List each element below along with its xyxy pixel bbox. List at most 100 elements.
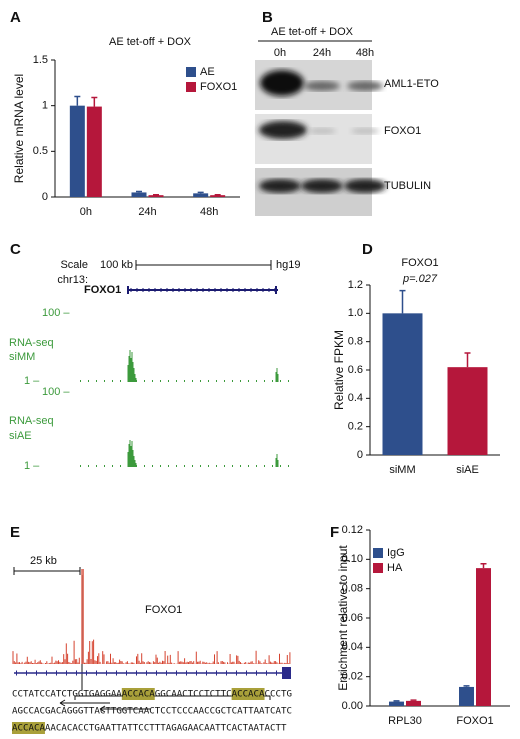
y-tick-label: 0.4 [348,392,363,404]
legend-swatch [373,548,383,558]
y-tick-label: 0.00 [342,700,363,712]
chart-title: AE tet-off + DOX [109,36,192,48]
chart-subtitle: p=.027 [402,273,438,285]
western-blot: AE tet-off + DOX 0h 24h 48h AML1-ETO FOX… [255,26,439,216]
blot-strip [255,114,372,164]
track-min: 1 – [24,460,40,472]
error-bar [74,95,81,106]
lane-label: 0h [274,47,286,59]
y-axis-label: Enrichment relative to input [336,545,350,691]
y-tick-label: 0.6 [348,364,363,376]
x-tick-label: siMM [389,464,415,476]
error-bar [463,685,470,687]
x-tick-label: 48h [200,206,218,218]
track-label: RNA-seq [9,337,54,349]
error-bar [410,699,417,701]
track-label: siAE [9,430,32,442]
y-tick-label: 1.5 [33,54,48,66]
track-min: 1 – [24,375,40,387]
bar [210,195,226,197]
band [260,70,304,96]
bar [447,367,488,455]
y-axis-label: Relative FPKM [332,330,346,410]
band [259,179,301,193]
x-tick-label: siAE [456,464,479,476]
legend-label: IgG [387,547,405,559]
scale-bar [135,260,272,270]
band [304,81,340,91]
legend-label: AE [200,66,215,78]
chip-signal [12,569,291,664]
y-axis-label: Relative mRNA level [12,74,26,183]
y-tick-label: 0.8 [348,336,363,348]
error-bar [399,289,406,314]
legend-swatch [186,82,196,92]
error-bar [91,96,98,107]
band [347,81,383,91]
sequence: AACACACCTGAATTATTCCTTTAGAGAACAATTCACTAAT… [45,724,287,734]
blot-title: AE tet-off + DOX [271,26,354,38]
bar [131,192,147,197]
bar [476,568,491,706]
assembly: hg19 [276,259,300,271]
scale-label: Scale [60,259,88,271]
band [308,128,336,134]
gene-name: FOXO1 [84,284,121,296]
lane-label: 24h [313,47,331,59]
sequence: ACCACA [122,690,156,700]
scale-length: 100 kb [100,259,133,271]
sequence: ACCACA [12,724,46,734]
panel-label: A [10,9,21,26]
bar [148,195,164,197]
y-tick-label: 0.10 [342,553,363,565]
y-tick-label: 0.5 [33,145,48,157]
error-bar [464,352,471,368]
lane-label: 48h [356,47,374,59]
sequence: ACCACA [232,690,266,700]
y-tick-label: 1.2 [348,279,363,291]
legend-swatch [373,563,383,573]
chrom-label: chr13: [57,274,88,286]
y-tick-label: 0.2 [348,421,363,433]
bar [459,686,474,706]
y-tick-label: 0.02 [342,671,363,683]
scale-length: 25 kb [30,555,57,567]
legend-label: HA [387,562,403,574]
panel-label: B [262,9,273,26]
band [301,179,343,193]
panel-label: E [10,524,20,541]
panel-label: C [10,241,21,258]
y-tick-label: 0.12 [342,524,363,536]
signal [127,350,279,382]
signal [127,440,279,467]
x-tick-label: 0h [80,206,92,218]
sequence: CCTATCCATCTGGTGAGGAA [12,690,122,700]
bar [406,700,421,706]
bar [86,106,102,197]
y-tick-label: 0.06 [342,612,363,624]
error-bar [480,562,487,569]
sequence: CCCTG [265,690,292,700]
y-tick-label: 1.0 [348,307,363,319]
sequence: GGCAACTCCTCTTC [155,690,232,700]
primer-arrows [59,695,271,713]
protein-label: FOXO1 [384,125,421,137]
chart-title: FOXO1 [401,257,438,269]
x-tick-label: 24h [138,206,156,218]
x-tick-label: FOXO1 [456,715,493,727]
panel-label: D [362,241,373,258]
error-bar [197,191,204,194]
legend-label: FOXO1 [200,81,237,93]
band [351,128,379,134]
track-label: siMM [9,351,35,363]
error-bar [136,190,142,193]
protein-label: AML1-ETO [384,78,439,90]
motif-highlight [121,688,155,700]
motif-highlight [12,722,45,734]
band [259,121,307,139]
genome-browser: Scale chr13: 100 kb hg19 FOXO1 100 – RNA… [9,259,300,472]
chip-track: 25 kb FOXO1 CCTATCCATCTGGTGAGGAA ACCACA GG… [12,555,292,734]
track-max: 100 – [42,386,70,398]
x-tick-label: RPL30 [388,715,422,727]
